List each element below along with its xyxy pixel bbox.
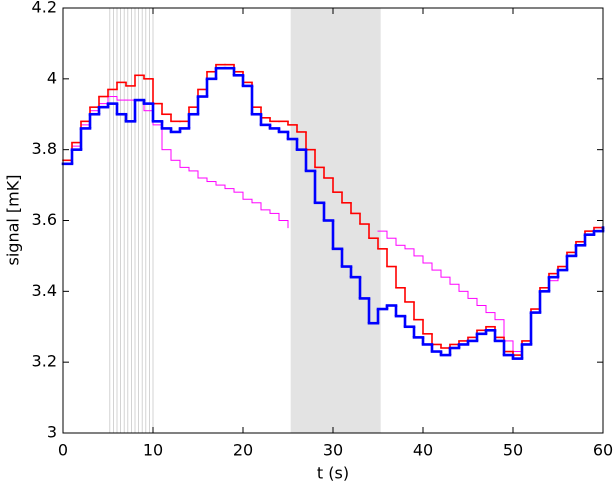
y-tick-label: 4.2	[32, 0, 57, 17]
series	[61, 66, 605, 360]
y-tick-label: 3.6	[32, 210, 57, 229]
x-tick-label: 30	[323, 441, 343, 460]
y-tick-label: 3.8	[32, 139, 57, 158]
shaded-span	[290, 8, 381, 433]
y-tick-label: 3	[47, 423, 57, 442]
series	[62, 96, 604, 353]
x-tick-label: 20	[233, 441, 253, 460]
x-tick-label: 40	[413, 441, 433, 460]
y-tick-label: 4	[47, 68, 57, 87]
x-axis-label: t (s)	[317, 464, 349, 483]
y-axis-label: signal [mK]	[4, 175, 23, 266]
y-tick-label: 3.4	[32, 281, 57, 300]
x-tick-label: 0	[58, 441, 68, 460]
x-tick-label: 60	[593, 441, 613, 460]
x-tick-label: 50	[503, 441, 523, 460]
x-tick-label: 10	[143, 441, 163, 460]
y-tick-label: 3.2	[32, 352, 57, 371]
